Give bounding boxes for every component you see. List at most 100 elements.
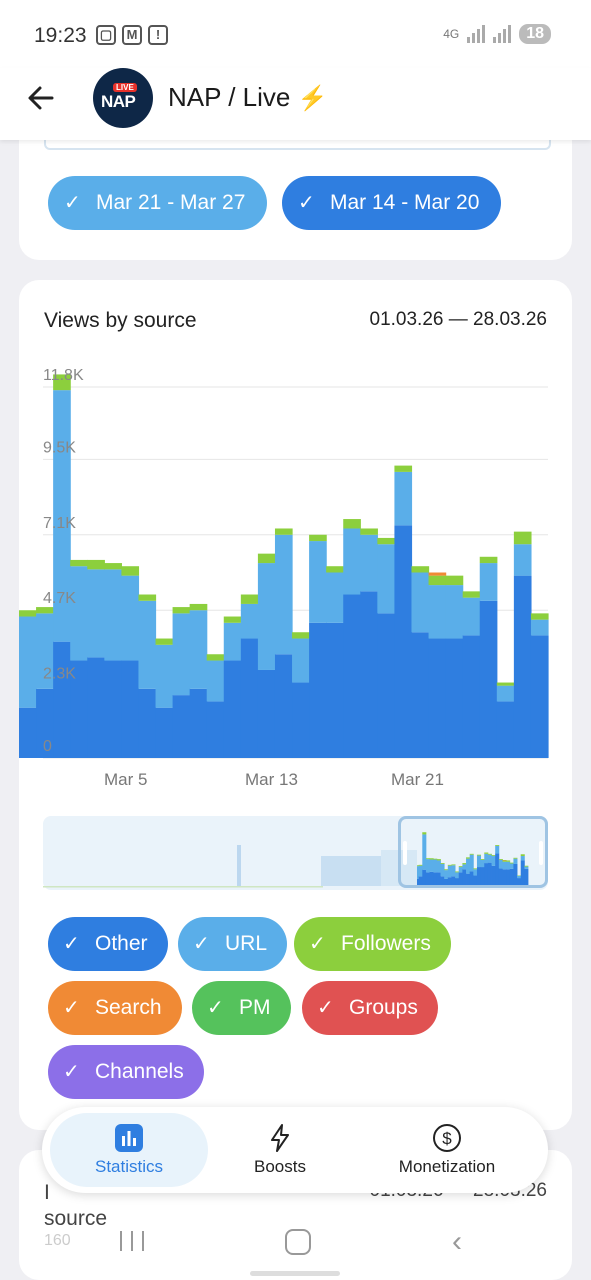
nav-monetization[interactable]: $ Monetization — [382, 1113, 512, 1187]
filter-chip-url[interactable]: ✓ URL — [178, 917, 288, 971]
bar-segment-followers[interactable] — [479, 556, 498, 564]
week-toggle-1[interactable]: ✓ Mar 21 - Mar 27 — [48, 176, 268, 230]
bar-segment-followers[interactable] — [445, 575, 464, 586]
nav-boosts[interactable]: Boosts — [232, 1113, 328, 1187]
bar-segment-url[interactable] — [138, 600, 157, 689]
bar-segment-url[interactable] — [513, 544, 532, 576]
bar-segment-other[interactable] — [121, 660, 140, 758]
bar-segment-followers[interactable] — [274, 528, 293, 535]
bar-segment-url[interactable] — [479, 563, 498, 601]
bar-segment-other[interactable] — [155, 707, 174, 758]
bar-segment-url[interactable] — [292, 638, 310, 683]
bar-segment-url[interactable] — [326, 572, 344, 623]
bar-segment-other[interactable] — [343, 594, 361, 758]
bar-segment-other[interactable] — [53, 641, 71, 758]
bar-segment-url[interactable] — [274, 534, 293, 655]
bar-segment-url[interactable] — [496, 685, 515, 702]
bar-segment-followers[interactable] — [462, 591, 481, 598]
bar-segment-followers[interactable] — [36, 607, 54, 614]
bar-segment-followers[interactable] — [189, 603, 208, 611]
bar-segment-other[interactable] — [326, 622, 344, 758]
bar-segment-url[interactable] — [462, 597, 481, 636]
bar-segment-url[interactable] — [36, 613, 54, 689]
bar-segment-url[interactable] — [360, 534, 378, 592]
bar-segment-other[interactable] — [530, 635, 549, 758]
bar-segment-search[interactable] — [428, 572, 447, 576]
range-right-handle[interactable] — [539, 841, 543, 865]
bar-segment-url[interactable] — [411, 572, 430, 633]
bar-segment-followers[interactable] — [377, 537, 396, 545]
bar-segment-other[interactable] — [309, 622, 327, 758]
bar-segment-followers[interactable] — [360, 528, 378, 535]
bar-segment-followers[interactable] — [138, 594, 157, 601]
bar-segment-other[interactable] — [240, 638, 259, 758]
bar-segment-other[interactable] — [70, 660, 88, 758]
bar-segment-url[interactable] — [309, 541, 327, 623]
bar-segment-other[interactable] — [462, 635, 481, 758]
bar-segment-url[interactable] — [377, 544, 396, 614]
bar-segment-followers[interactable] — [121, 566, 140, 576]
views-stacked-bar-chart[interactable]: 11.8K 9.5K 7.1K 4.7K 2.3K 0 — [19, 350, 572, 770]
bar-segment-url[interactable] — [172, 613, 191, 696]
bar-segment-other[interactable] — [496, 701, 515, 758]
bar-segment-followers[interactable] — [223, 616, 242, 623]
bar-segment-followers[interactable] — [530, 613, 549, 620]
bar-segment-followers[interactable] — [394, 465, 413, 472]
bar-segment-url[interactable] — [223, 622, 242, 661]
bar-segment-followers[interactable] — [326, 566, 344, 573]
home-icon[interactable] — [285, 1229, 311, 1255]
bar-segment-followers[interactable] — [343, 519, 361, 529]
bar-segment-other[interactable] — [257, 669, 276, 758]
bar-segment-followers[interactable] — [513, 531, 532, 545]
filter-chip-pm[interactable]: ✓ PM — [192, 981, 291, 1035]
back-arrow-icon[interactable] — [26, 83, 60, 117]
bar-segment-other[interactable] — [138, 688, 157, 758]
bar-segment-other[interactable] — [360, 591, 378, 758]
bar-segment-url[interactable] — [394, 471, 413, 526]
bar-segment-followers[interactable] — [155, 638, 174, 645]
bar-segment-other[interactable] — [189, 688, 208, 758]
bar-segment-other[interactable] — [377, 613, 396, 758]
bar-segment-url[interactable] — [19, 616, 37, 708]
bar-segment-followers[interactable] — [496, 682, 515, 686]
bar-segment-other[interactable] — [274, 654, 293, 758]
bar-segment-followers[interactable] — [172, 607, 191, 614]
card-date-range[interactable]: 01.03.26 — 28.03.26 — [369, 309, 547, 330]
range-selection-window[interactable] — [398, 816, 548, 888]
bar-segment-other[interactable] — [206, 701, 225, 758]
bar-segment-url[interactable] — [189, 610, 208, 689]
bar-segment-url[interactable] — [121, 575, 140, 661]
bar-segment-url[interactable] — [445, 585, 464, 639]
bar-segment-other[interactable] — [428, 638, 447, 758]
bar-segment-followers[interactable] — [87, 559, 105, 570]
bar-segment-followers[interactable] — [19, 610, 37, 617]
range-left-handle[interactable] — [403, 841, 407, 865]
channel-avatar[interactable]: LIVE NAP — [93, 68, 153, 128]
bar-segment-other[interactable] — [479, 600, 498, 758]
system-back-icon[interactable]: ‹ — [452, 1225, 462, 1258]
bar-segment-url[interactable] — [53, 390, 71, 642]
bar-segment-url[interactable] — [70, 566, 88, 661]
week-toggle-2[interactable]: ✓ Mar 14 - Mar 20 — [282, 176, 502, 230]
bar-segment-followers[interactable] — [428, 575, 447, 586]
recent-apps-icon[interactable] — [120, 1231, 144, 1251]
bar-segment-other[interactable] — [513, 575, 532, 758]
bar-segment-url[interactable] — [343, 528, 361, 595]
bar-segment-url[interactable] — [206, 660, 225, 702]
bar-segment-other[interactable] — [292, 682, 310, 758]
bar-segment-other[interactable] — [411, 632, 430, 758]
bar-segment-followers[interactable] — [53, 374, 71, 391]
bar-segment-url[interactable] — [87, 569, 105, 658]
bar-segment-url[interactable] — [428, 585, 447, 639]
bar-segment-other[interactable] — [19, 707, 37, 758]
bar-segment-followers[interactable] — [104, 563, 122, 570]
bar-segment-other[interactable] — [223, 660, 242, 758]
range-preview[interactable] — [43, 816, 548, 890]
bar-segment-followers[interactable] — [411, 566, 430, 573]
bar-segment-url[interactable] — [240, 603, 259, 639]
bar-segment-other[interactable] — [394, 525, 413, 758]
bar-segment-url[interactable] — [104, 569, 122, 661]
bar-segment-followers[interactable] — [206, 654, 225, 661]
bar-segment-followers[interactable] — [240, 594, 259, 604]
filter-chip-search[interactable]: ✓ Search — [48, 981, 182, 1035]
